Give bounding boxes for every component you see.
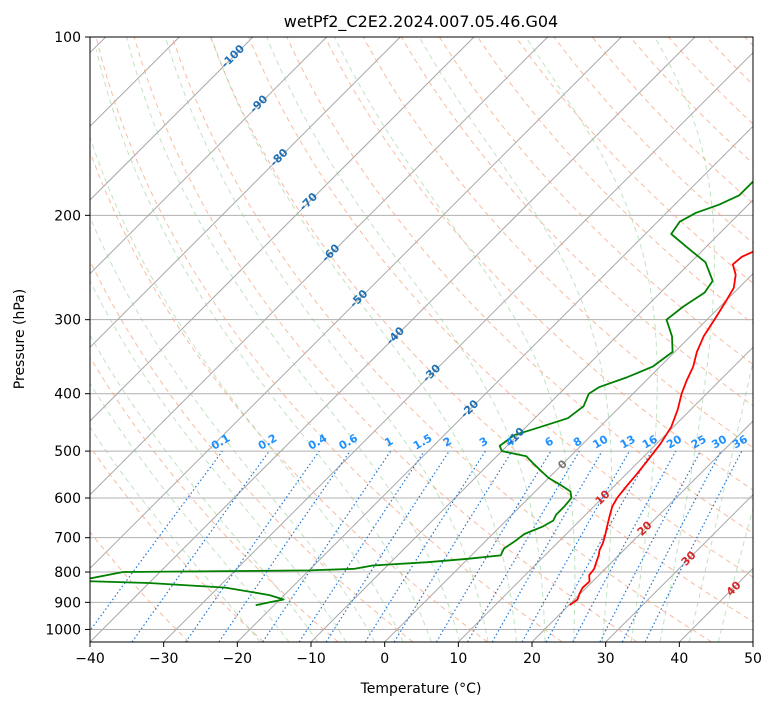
isotherm-line [457,346,753,642]
y-axis-label: Pressure (hPa) [12,289,28,389]
moist-adiabat-line [90,279,347,642]
isotherm-line [90,37,622,570]
y-tick-label: 100 [54,30,81,46]
y-tick-label: 1000 [45,622,81,638]
mixing-ratio-line [393,450,513,642]
isotherm-line [90,37,475,422]
mixing-ratio-line [545,450,653,642]
mixing-ratio-line [521,450,631,642]
grid-layer [90,37,753,642]
y-tick-label: 800 [54,565,81,581]
mixing-ratio-line [572,450,677,642]
dry-adiabat-line [248,37,753,578]
plot-frame [89,36,754,643]
mixing-ratio-line [325,450,450,642]
dry-adiabat-line [95,37,563,642]
moist-adiabat-line [164,37,489,642]
isotherm-line [605,493,753,642]
isotherm-line [531,420,753,642]
x-tick-label: 40 [670,651,688,667]
isotherm-line [236,125,753,642]
isotherm-line [163,51,753,642]
isotherm-line [384,272,753,642]
temperature-profile-line [569,250,753,606]
dry-adiabat-line [515,37,753,284]
mixing-ratio-line [90,450,223,632]
dry-adiabat-line [400,37,753,407]
mixing-ratio-line [131,450,270,642]
x-tick-label: 30 [597,651,615,667]
mixing-ratio-line [298,450,425,642]
x-tick-label: 50 [744,651,762,667]
y-tick-label: 400 [54,387,81,403]
dry-adiabat-line [90,356,339,642]
moist-adiabat-line [210,37,517,642]
isotherm-line [90,37,401,349]
dry-adiabat-line [171,37,712,642]
dry-adiabat-line [210,37,753,623]
x-tick-label: −20 [223,651,253,667]
y-tick-label: 600 [54,491,81,507]
dry-adiabat-line [90,259,414,642]
isotherm-line [90,37,549,496]
moist-adiabat-line [90,334,319,642]
dewpoint-profile-line [90,180,753,607]
dry-adiabat-line [90,150,488,642]
chart-title: wetPf2_C2E2.2024.007.05.46.G04 [284,12,558,32]
moist-adiabat-line [418,37,613,642]
y-tick-label: 300 [54,313,81,329]
x-axis-label: Temperature (°C) [360,681,482,697]
isotherm-line [90,37,696,642]
dry-adiabat-line [90,531,190,642]
moist-adiabat-line [654,37,715,642]
mixing-ratio-line [644,450,743,642]
x-tick-label: 0 [380,651,389,667]
moist-adiabat-line [90,426,261,642]
moist-adiabat-line [95,49,432,642]
isotherm-line [90,37,328,275]
x-tick-label: −10 [296,651,326,667]
y-tick-label: 700 [54,531,81,547]
y-tick-label: 900 [54,595,81,611]
dry-adiabat-line [286,37,753,534]
mixing-ratio-line [218,450,351,642]
moist-adiabat-line [266,37,546,642]
x-tick-label: 10 [449,651,467,667]
moist-adiabat-line [90,382,290,642]
moist-adiabat-line [126,37,461,642]
dry-adiabat-line [438,37,753,366]
x-tick-label: 20 [523,651,541,667]
x-tick-label: −40 [75,651,105,667]
moist-adiabat-line [334,37,576,642]
mixing-ratio-line [262,450,392,642]
x-tick-label: −30 [149,651,179,667]
isotherm-line [90,37,254,201]
dry-adiabat-line [90,445,264,642]
mixing-ratio-line [185,450,320,642]
y-tick-label: 200 [54,208,81,224]
series-layer [90,180,753,607]
moist-adiabat-line [525,37,658,642]
moist-adiabat-line [90,215,376,642]
axis-layer: −40 −30 −20 −10 0 10 20 30 40 50 100 200 300 400 500 60… [45,30,762,667]
y-tick-label: 500 [54,444,81,460]
moist-adiabat-line [90,135,404,642]
